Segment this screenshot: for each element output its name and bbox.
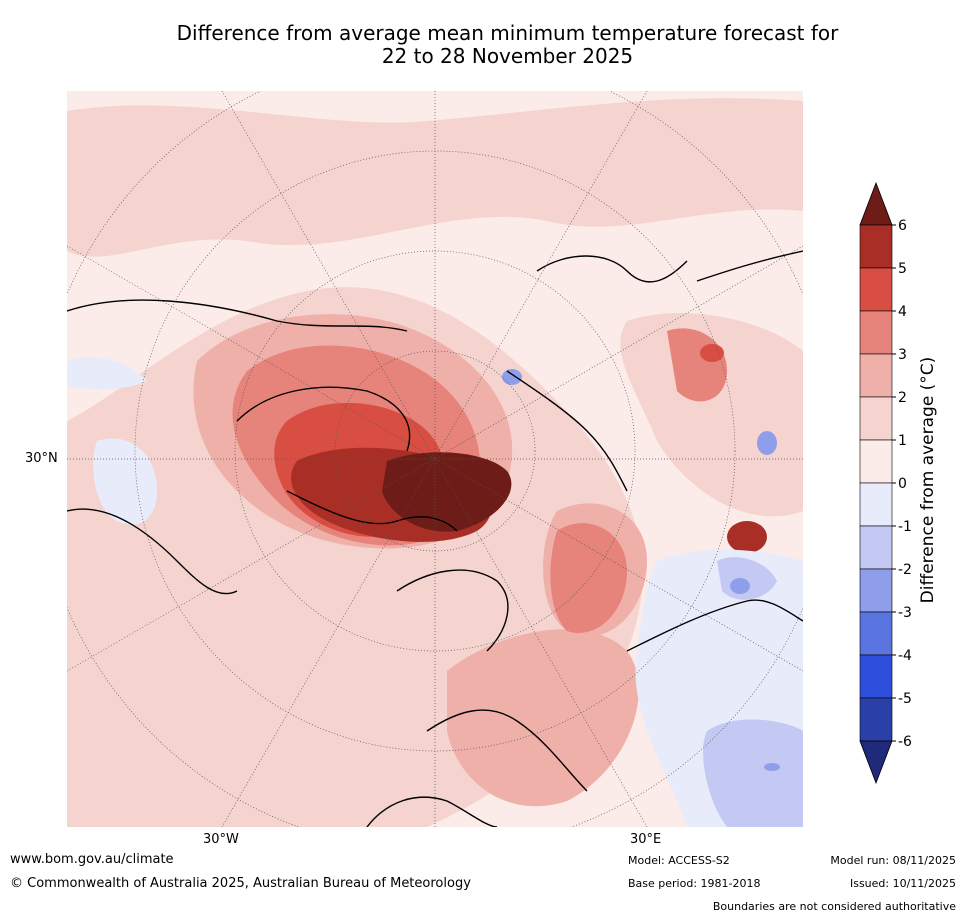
- colorbar-box: [859, 310, 893, 355]
- longitude-label-30w: 30°W: [203, 832, 239, 847]
- colorbar-box: [859, 439, 893, 484]
- anomaly-field-2-to-3-b: [447, 629, 639, 807]
- anomaly-field-minus-1-to-0-b: [67, 357, 147, 390]
- colorbar-box: [859, 224, 893, 269]
- anomaly-field-3-to-4-b: [550, 523, 627, 633]
- colorbar-box: [859, 267, 893, 312]
- anomaly-field-minus-1-to-0-c: [93, 438, 157, 525]
- colorbar-tick-label: -3: [898, 605, 912, 621]
- footer-website[interactable]: www.bom.gov.au/climate: [10, 852, 174, 867]
- footer-model-run: Model run: 08/11/2025: [830, 854, 956, 867]
- anomaly-field-above-6: [382, 452, 512, 532]
- anomaly-map: [67, 91, 803, 827]
- colorbar-tick-label: -4: [898, 648, 912, 664]
- coastlines: [67, 250, 803, 827]
- colorbar-label: Difference from average (°C): [918, 357, 938, 604]
- colorbar-tick-label: -6: [898, 734, 912, 750]
- title-line-2: 22 to 28 November 2025: [381, 44, 634, 68]
- anomaly-coldspot-china: [730, 578, 750, 594]
- colorbar-box: [859, 396, 893, 441]
- anomaly-coldspot-south: [764, 763, 780, 771]
- chart-title: Difference from average mean minimum tem…: [60, 22, 955, 68]
- colorbar: 6 5 4 3 2 1 0 -1 -2 -3 -4 -5 -6 Difference from aver…: [859, 181, 938, 785]
- colorbar-tick-label: 6: [898, 218, 907, 234]
- footer-disclaimer: Boundaries are not considered authoritat…: [712, 900, 956, 913]
- colorbar-tick-label: -2: [898, 562, 912, 578]
- colorbar-tick-label: 1: [898, 433, 907, 449]
- colorbar-tick-label: -5: [898, 691, 912, 707]
- colorbar-box: [859, 525, 893, 570]
- colorbar-tick-label: 5: [898, 261, 907, 277]
- colorbar-box: [859, 482, 893, 527]
- anomaly-hotspot-siberia: [700, 344, 724, 362]
- anomaly-coldspot-north: [502, 369, 522, 385]
- anomaly-hotspot-east-asia: [727, 521, 767, 553]
- anomaly-field-minus-2-to-minus-1: [703, 719, 803, 827]
- footer-model: Model: ACCESS-S2: [628, 854, 730, 867]
- colorbar-tick-label: 2: [898, 390, 907, 406]
- colorbar-tick-label: 0: [898, 476, 907, 492]
- colorbar-box: [859, 697, 893, 742]
- anomaly-field-1-to-2: [67, 98, 803, 257]
- colorbar-box: [859, 611, 893, 656]
- colorbar-tick-label: 4: [898, 304, 907, 320]
- colorbar-box: [859, 568, 893, 613]
- longitude-label-30e: 30°E: [630, 832, 662, 847]
- graticule: [67, 91, 803, 827]
- colorbar-tick-label: -1: [898, 519, 912, 535]
- colorbar-box: [859, 353, 893, 398]
- colorbar-extend-top: [859, 181, 893, 226]
- anomaly-coldspot-mongolia: [757, 431, 777, 455]
- anomaly-field-1-to-2-c: [620, 312, 803, 517]
- footer-base-period: Base period: 1981-2018: [628, 877, 761, 890]
- title-line-1: Difference from average mean minimum tem…: [176, 21, 839, 45]
- colorbar-tick-label: 3: [898, 347, 907, 363]
- footer-issued: Issued: 10/11/2025: [849, 877, 956, 890]
- colorbar-box: [859, 654, 893, 699]
- colorbar-extend-bottom: [859, 740, 893, 785]
- latitude-label-30n: 30°N: [25, 451, 58, 466]
- footer-copyright: © Commonwealth of Australia 2025, Austra…: [10, 876, 471, 891]
